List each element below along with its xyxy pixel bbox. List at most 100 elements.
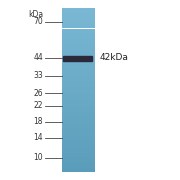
Bar — [62, 89, 95, 90]
Bar — [62, 113, 95, 115]
Bar — [62, 23, 95, 24]
Bar — [62, 171, 95, 172]
Text: 44: 44 — [33, 53, 43, 62]
Bar — [62, 82, 95, 83]
Bar — [62, 124, 95, 125]
Bar — [62, 161, 95, 162]
Bar — [62, 116, 95, 117]
Bar — [62, 37, 95, 38]
Bar — [62, 67, 95, 68]
Bar — [62, 42, 95, 44]
Text: kDa: kDa — [28, 10, 43, 19]
Bar — [62, 105, 95, 106]
Bar — [62, 117, 95, 119]
Bar — [62, 94, 95, 95]
Bar — [62, 30, 95, 31]
Bar — [62, 91, 95, 93]
Bar — [62, 75, 95, 76]
Bar — [62, 48, 95, 49]
Bar — [62, 119, 95, 120]
Bar — [62, 125, 95, 127]
Bar — [62, 56, 95, 57]
Bar — [62, 120, 95, 122]
Bar — [62, 74, 95, 75]
Bar — [62, 53, 95, 55]
Bar — [62, 154, 95, 156]
Text: 70: 70 — [33, 17, 43, 26]
Bar — [62, 41, 95, 42]
Bar — [62, 97, 95, 98]
Bar — [62, 57, 95, 58]
Bar — [62, 128, 95, 130]
Bar — [62, 162, 95, 164]
Bar — [62, 31, 95, 33]
Bar — [62, 130, 95, 131]
Bar — [62, 150, 95, 152]
Bar — [62, 52, 95, 53]
Bar — [62, 153, 95, 154]
Bar — [62, 39, 95, 41]
Bar — [62, 19, 95, 20]
Bar — [62, 93, 95, 94]
Bar — [62, 102, 95, 104]
Bar — [62, 131, 95, 132]
Bar — [62, 11, 95, 12]
Bar — [62, 100, 95, 101]
Text: 26: 26 — [33, 89, 43, 98]
Bar — [62, 50, 95, 52]
Bar — [62, 45, 95, 46]
Text: 33: 33 — [33, 71, 43, 80]
Bar — [62, 20, 95, 22]
Bar — [62, 38, 95, 39]
Bar — [62, 139, 95, 141]
Bar — [62, 115, 95, 116]
Bar — [62, 132, 95, 134]
Bar — [62, 101, 95, 102]
Bar — [62, 27, 95, 28]
Text: 14: 14 — [33, 134, 43, 143]
Bar — [62, 138, 95, 139]
Bar — [62, 106, 95, 108]
Bar — [62, 18, 95, 19]
Bar — [62, 16, 95, 18]
Text: 18: 18 — [33, 118, 43, 127]
Bar — [62, 86, 95, 87]
Bar — [62, 33, 95, 34]
Bar — [62, 80, 95, 82]
Bar — [62, 49, 95, 50]
Bar — [62, 168, 95, 169]
Bar — [62, 108, 95, 109]
Bar — [62, 122, 95, 123]
Bar — [62, 60, 95, 61]
Bar — [62, 145, 95, 146]
Bar — [63, 55, 92, 60]
Bar — [62, 146, 95, 147]
Bar — [62, 166, 95, 168]
Bar — [62, 127, 95, 128]
Bar — [62, 142, 95, 143]
Bar — [62, 72, 95, 74]
Bar — [62, 111, 95, 112]
Bar — [62, 158, 95, 160]
Text: 22: 22 — [33, 102, 43, 111]
Bar — [62, 156, 95, 157]
Bar — [62, 65, 95, 67]
Bar — [62, 12, 95, 14]
Bar — [62, 63, 95, 64]
Bar — [62, 78, 95, 79]
Bar — [62, 61, 95, 63]
Bar — [62, 35, 95, 37]
Bar — [62, 160, 95, 161]
Bar — [62, 95, 95, 97]
Text: 42kDa: 42kDa — [100, 53, 129, 62]
Bar — [62, 58, 95, 60]
Bar — [62, 68, 95, 69]
Bar — [62, 85, 95, 86]
Bar — [62, 8, 95, 9]
Text: 10: 10 — [33, 154, 43, 163]
Bar — [62, 9, 95, 11]
Bar — [62, 64, 95, 65]
Bar — [62, 165, 95, 166]
Bar — [62, 14, 95, 15]
Bar — [62, 135, 95, 136]
